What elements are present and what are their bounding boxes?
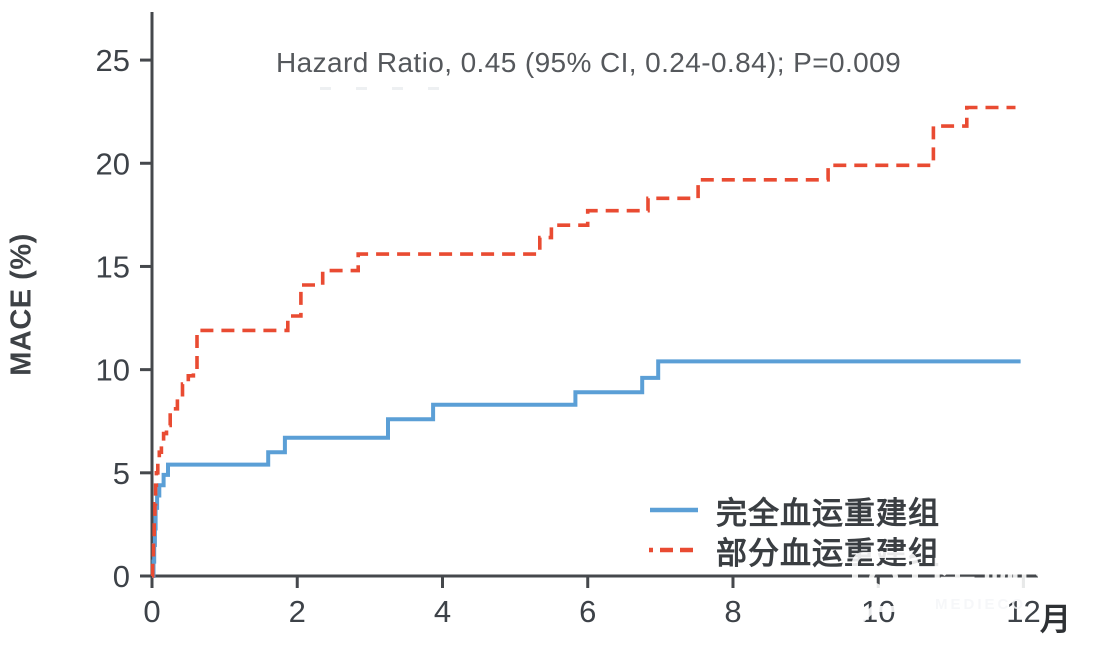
y-tick-label: 0 [113, 559, 130, 594]
legend-item-complete-revascularization: 完全血运重建组 [648, 490, 940, 531]
legend-label: 完全血运重建组 [716, 495, 940, 531]
x-tick-label: 12 [1006, 594, 1040, 629]
series-partial-revascularization [150, 105, 1016, 578]
y-axis-label: MACE (%) [5, 233, 38, 376]
x-tick-label: 6 [579, 594, 596, 629]
watermark-brand-text: 医咖会 [931, 553, 1084, 606]
faint-artifact-dashes [320, 87, 445, 90]
y-tick-label: 10 [96, 353, 130, 388]
watermark-mediec0: 医咖会 MEDIECO [851, 543, 1097, 638]
chart-title: Hazard Ratio, 0.45 (95% CI, 0.24-0.84); … [276, 47, 902, 78]
x-tick-label: 0 [143, 594, 160, 629]
series-complete-revascularization [151, 359, 1021, 578]
x-tick-label: 8 [724, 594, 741, 629]
y-tick-label: 25 [96, 43, 130, 78]
y-tick-label: 15 [96, 249, 130, 284]
x-tick-label: 2 [289, 594, 306, 629]
legend-line-solid-blue-icon [650, 507, 698, 513]
watermark-sub-text: MEDIECO [935, 596, 1027, 613]
y-tick-label: 5 [113, 456, 130, 491]
x-axis-unit-label: 月 [1040, 602, 1071, 637]
y-tick-label: 20 [96, 146, 130, 181]
chat-bubble-logo-icon [852, 552, 918, 623]
x-tick-label: 4 [434, 594, 451, 629]
legend-line-dashed-red-icon [649, 547, 700, 553]
